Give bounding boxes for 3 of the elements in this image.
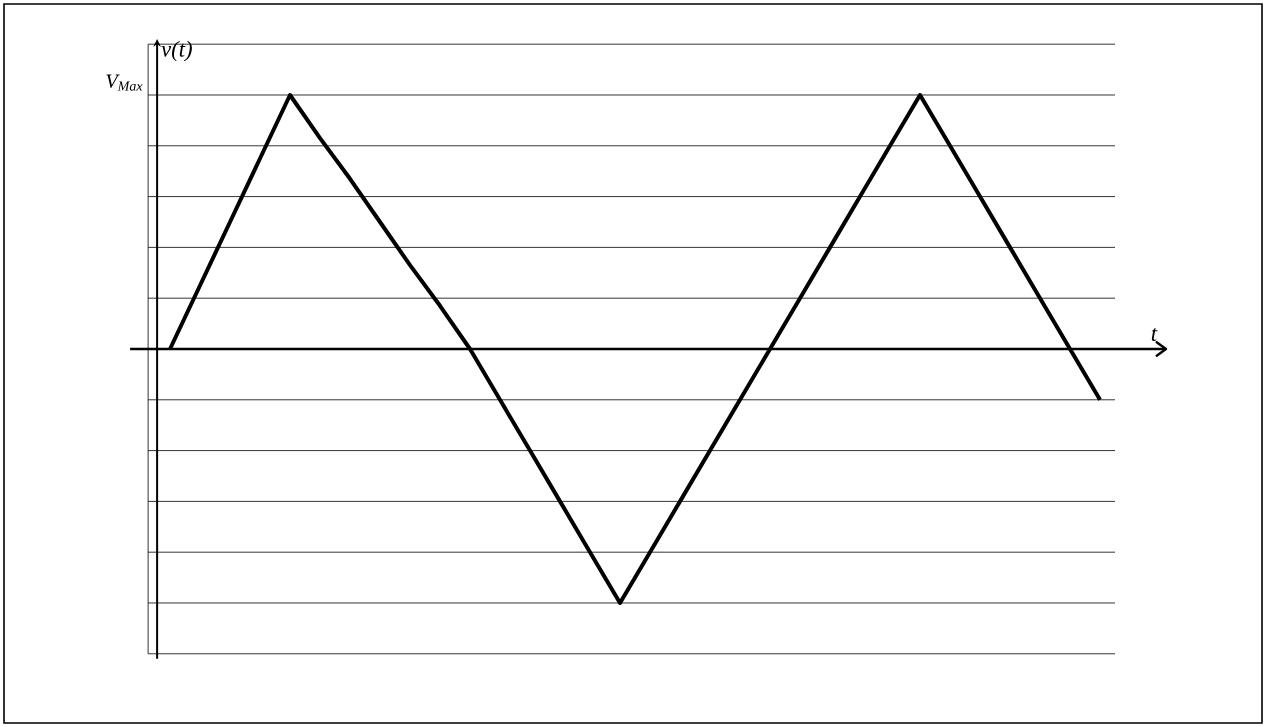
y-axis-title: v(t): [161, 40, 192, 62]
x-axis-title: t: [1151, 327, 1158, 341]
text: V$_{Max}$: [106, 74, 143, 91]
